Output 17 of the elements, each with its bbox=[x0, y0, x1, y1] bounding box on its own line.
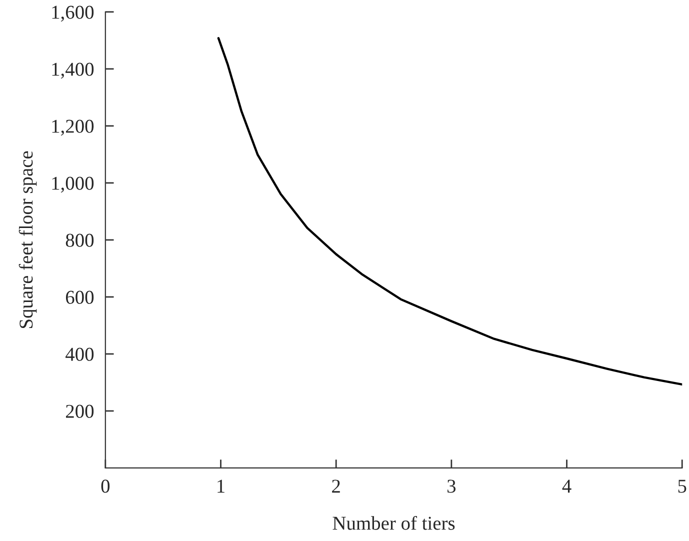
x-tick-label: 0 bbox=[101, 480, 110, 493]
x-tick-label: 3 bbox=[448, 480, 456, 493]
y-tick-label: 1,400 bbox=[52, 62, 94, 79]
y-tick-label: 1,600 bbox=[52, 6, 94, 22]
x-tick-label: 2 bbox=[332, 480, 340, 493]
y-tick-label: 400 bbox=[66, 348, 94, 361]
y-tick-label: 1,200 bbox=[52, 120, 94, 136]
x-tick-label: 1 bbox=[218, 480, 224, 493]
y-tick-label: 600 bbox=[66, 290, 94, 304]
y-tick-label: 200 bbox=[66, 404, 94, 418]
x-axis-title: Number of tiers bbox=[332, 516, 455, 530]
y-axis-title: Square feet floor space bbox=[18, 151, 37, 328]
y-tick-label: 1,000 bbox=[52, 176, 94, 193]
line-series bbox=[217, 37, 682, 386]
y-tick-label: 800 bbox=[66, 234, 94, 247]
x-tick-label: 4 bbox=[562, 480, 572, 493]
x-tick-label: 5 bbox=[678, 480, 686, 493]
